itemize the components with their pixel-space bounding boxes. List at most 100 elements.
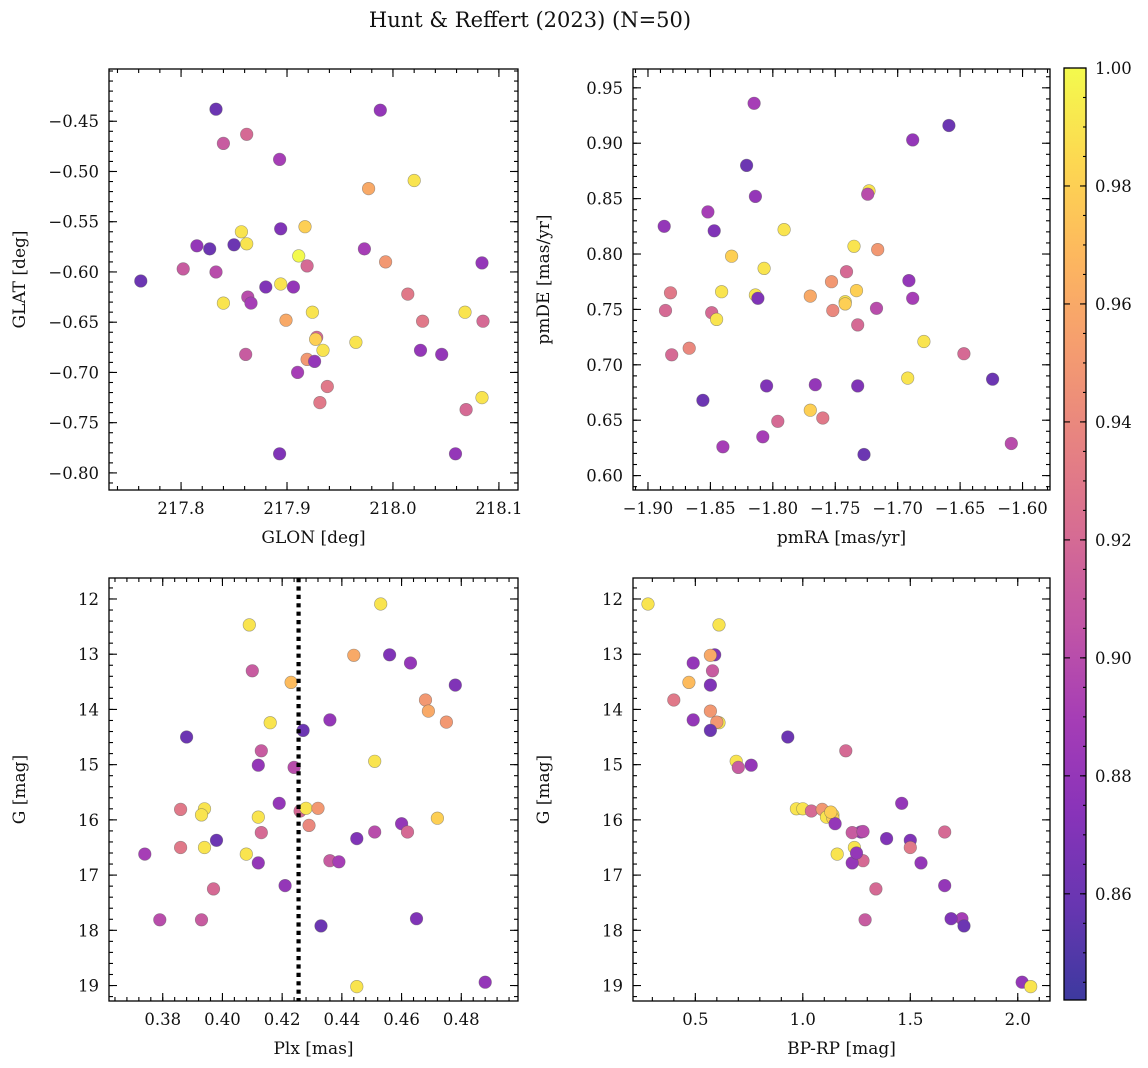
scatter-point (209, 833, 224, 847)
scatter-point (458, 305, 472, 319)
y-tick-label: 14 (602, 700, 623, 719)
scatter-point (350, 831, 364, 846)
scatter-point (407, 173, 421, 188)
scatter-point (716, 440, 730, 454)
scatter-point (413, 343, 428, 357)
scatter-point (696, 393, 710, 407)
scatter-point (286, 280, 301, 294)
scatter-point (869, 882, 883, 896)
y-tick-label: 17 (602, 866, 623, 885)
scatter-point (439, 715, 454, 729)
colorbar-tick-label: 0.94 (1095, 413, 1132, 432)
ticks: 0.38 0.40 0.42 0.44 0.46 0.48 12 13 14 15 16 17 18 19 (78, 578, 518, 1029)
x-tick-label: −1.65 (935, 499, 986, 518)
scatter-point (309, 332, 323, 346)
scatter-point (350, 979, 364, 994)
scatter-point (292, 249, 306, 263)
scatter-point (686, 656, 700, 670)
x-tick-label: 0.48 (443, 1010, 480, 1029)
scatter-point (259, 280, 273, 294)
colorbar-tick-label: 0.92 (1095, 531, 1132, 550)
scatter-point (871, 243, 885, 257)
y-tick-label: 0.85 (586, 190, 623, 209)
scatter-point (251, 758, 265, 772)
scatter-point (714, 285, 729, 299)
scatter-point (379, 255, 393, 269)
scatter-point (216, 136, 230, 150)
scatter-point (748, 189, 763, 203)
scatter-point (197, 840, 212, 855)
scatter-point (703, 648, 718, 662)
scatter-point (851, 379, 865, 393)
colorbar-tick-label: 0.86 (1095, 885, 1132, 904)
scatter-point (234, 225, 248, 239)
scatter-point (824, 805, 838, 819)
axes-frame (632, 577, 1051, 1002)
x-axis-label: pmRA [mas/yr] (777, 528, 906, 548)
scatter-point (176, 262, 190, 276)
scatter-point (403, 656, 418, 670)
y-tick-label: 14 (78, 700, 99, 719)
scatter-point (957, 347, 971, 361)
scatter-point (203, 242, 217, 256)
scatter-point (942, 118, 956, 133)
scatter-point (944, 912, 958, 926)
scatter-point (641, 597, 655, 611)
ticks: 0.5 1.0 1.5 2.0 12 13 14 15 16 17 18 19 (602, 578, 1050, 1029)
scatter-point (254, 744, 268, 758)
x-tick-label: 0.38 (144, 1010, 181, 1029)
scatter-point (421, 704, 436, 718)
scatter-point (830, 847, 844, 861)
scatter-point (914, 856, 928, 870)
scatter-point (869, 301, 884, 315)
scatter-point (254, 825, 268, 840)
scatter-point (418, 693, 433, 707)
scatter-point (291, 365, 305, 380)
x-tick-label: 218.1 (475, 499, 522, 518)
scatter-point (216, 296, 230, 310)
scatter-point (724, 249, 739, 263)
scatter-point (240, 127, 254, 141)
scatter-point (808, 378, 822, 392)
scatter-point (938, 878, 952, 893)
colorbar-tick-label: 1.00 (1095, 59, 1132, 78)
scatter-point (838, 297, 852, 311)
x-tick-label: 218.0 (369, 499, 416, 518)
scatter-point (284, 675, 298, 690)
scatter-point (851, 318, 865, 332)
scatter-point (703, 678, 718, 692)
scatter-point (709, 312, 724, 327)
axes-frame (632, 68, 1051, 491)
scatter-point (849, 846, 864, 860)
y-axis-label: G [mag] (10, 755, 30, 824)
scatter-point (368, 825, 382, 839)
scatter-point (308, 354, 322, 369)
scatter-point (274, 222, 288, 236)
scatter-point (839, 265, 854, 279)
y-tick-label: 16 (602, 811, 623, 830)
scatter-point (803, 403, 817, 417)
plots-layer: 217.8 217.9 218.0 218.1 −0.80 −0.75 −0.70 −0.65… (10, 68, 1051, 1059)
y-tick-label: 13 (78, 645, 99, 664)
y-tick-label: 18 (602, 921, 623, 940)
y-tick-label: 15 (78, 756, 99, 775)
scatter-point (475, 391, 489, 405)
scatter-point (448, 678, 462, 692)
scatter-point (272, 796, 286, 810)
scatter-point (174, 802, 188, 817)
scatter-point (357, 242, 372, 256)
scatter-point (273, 152, 287, 166)
y-tick-label: −0.80 (48, 464, 99, 483)
x-tick-label: 0.44 (323, 1010, 360, 1029)
scatter-point (362, 182, 376, 196)
scatter-point (1024, 979, 1038, 994)
scatter-point (917, 334, 931, 349)
x-axis-label: BP-RP [mag] (787, 1039, 896, 1059)
y-tick-label: 0.75 (586, 300, 623, 319)
scatter-point (858, 913, 872, 927)
scatter-point (209, 102, 223, 116)
scatter-point (756, 430, 770, 444)
scatter-point (251, 810, 265, 824)
scatter-point (906, 133, 920, 147)
x-tick-label: 1.5 (897, 1010, 923, 1029)
